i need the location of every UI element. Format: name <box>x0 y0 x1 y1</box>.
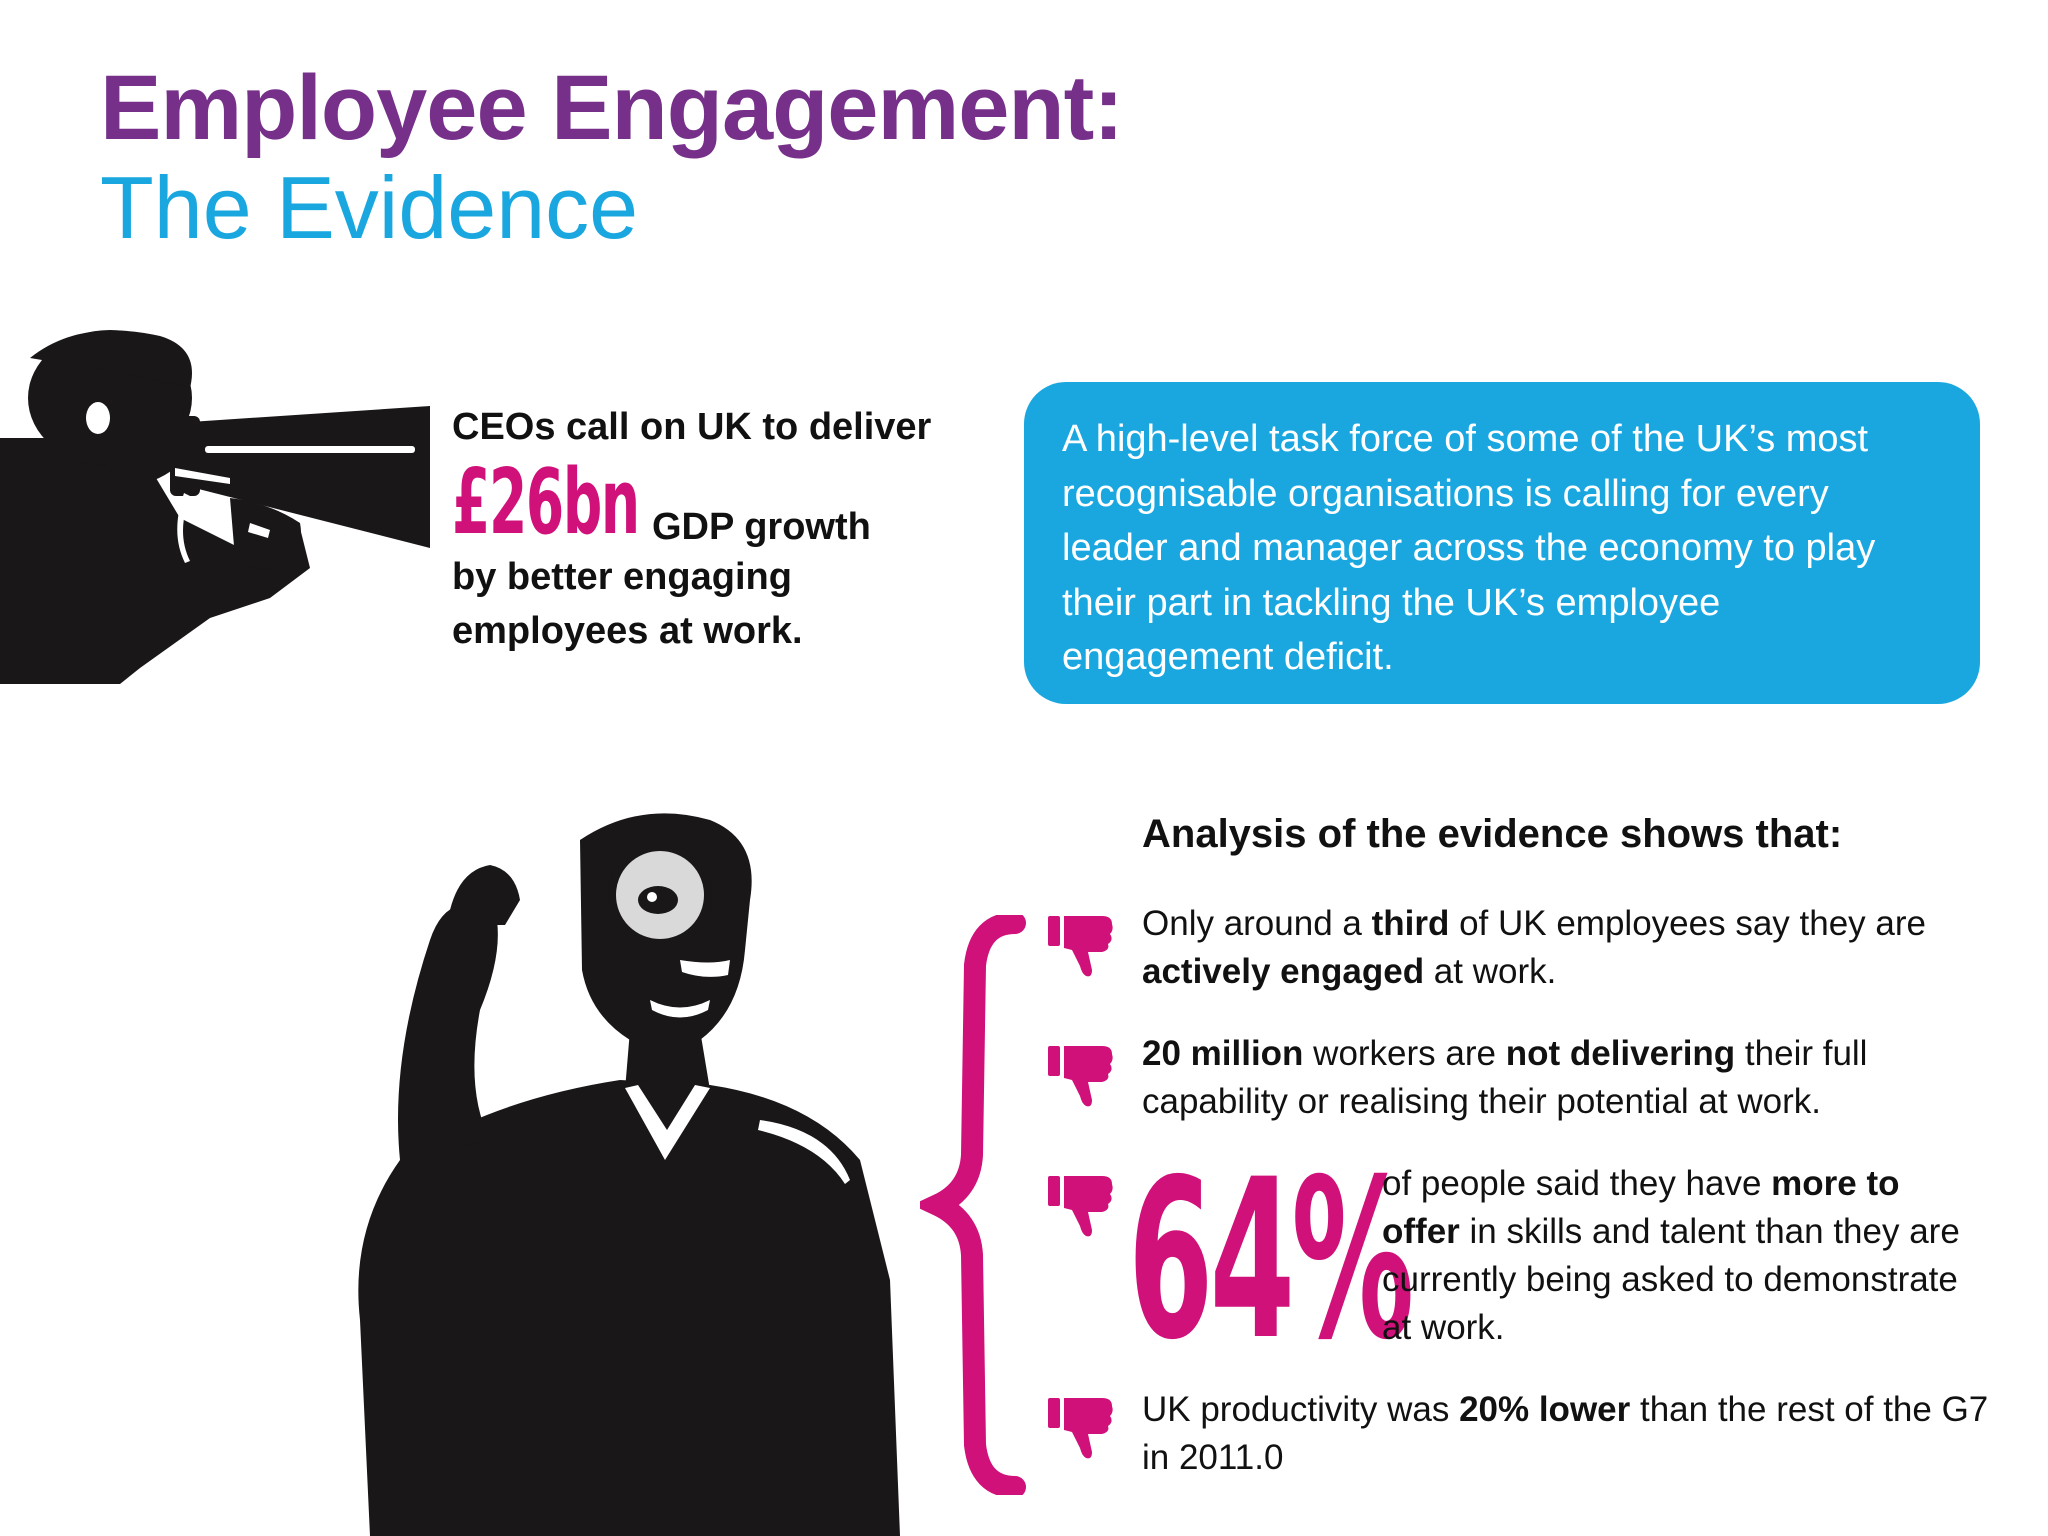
curly-brace <box>920 915 1026 1495</box>
megaphone-man-illustration <box>0 330 430 684</box>
claim-line-4: employees at work. <box>452 610 803 652</box>
evidence-point-3: of people said they have more to offer i… <box>1382 1164 1960 1347</box>
gdp-amount: £26bn <box>452 450 640 555</box>
evidence-point-2: 20 million workers are not delivering th… <box>1142 1034 1868 1121</box>
evidence-point-1: Only around a third of UK employees say … <box>1142 904 1926 991</box>
analysis-heading: Analysis of the evidence shows that: <box>1142 812 1843 856</box>
claim-line-1: CEOs call on UK to deliver <box>452 406 932 448</box>
big-percentage: 64% <box>1128 1132 1414 1388</box>
quote-box: A high-level task force of some of the U… <box>1024 382 1980 704</box>
quote-text: A high-level task force of some of the U… <box>1062 418 1876 678</box>
thumbs-down-icon <box>1048 916 1113 977</box>
page-title: Employee Engagement: <box>100 57 1124 159</box>
evidence-point-4: UK productivity was 20% lower than the r… <box>1142 1390 1989 1477</box>
claim-line-3: by better engaging <box>452 556 792 598</box>
page-subtitle: The Evidence <box>100 158 639 257</box>
thumbs-down-icon <box>1048 1176 1113 1237</box>
thumbs-down-icon <box>1048 1046 1113 1107</box>
magnifier-man-illustration <box>358 813 900 1536</box>
thumbs-down-icon <box>1048 1398 1113 1459</box>
claim-line-2: GDP growth <box>652 506 871 548</box>
